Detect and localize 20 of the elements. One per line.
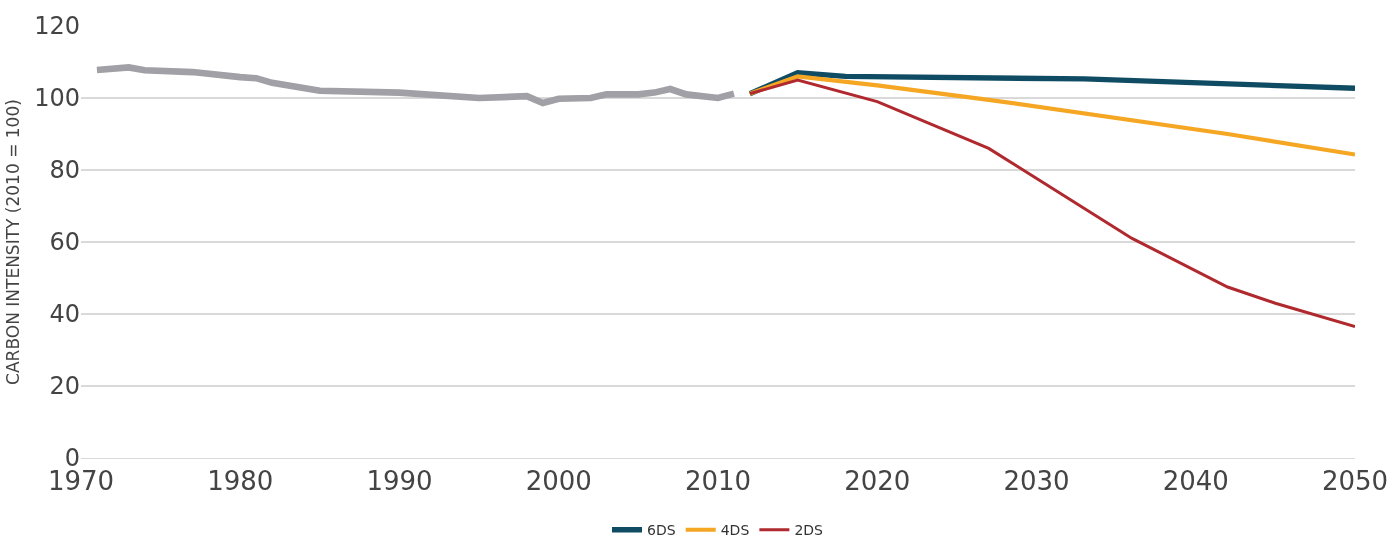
x-tick-label: 1980: [207, 466, 274, 497]
line-series: [748, 78, 1355, 329]
legend-label: 4DS: [720, 522, 750, 539]
y-tick-label: 120: [34, 12, 80, 41]
y-axis-title: CARBON INTENSITY (2010 = 100): [2, 99, 23, 385]
x-tick-label: 2050: [1321, 466, 1389, 497]
y-tick-label: 20: [49, 372, 80, 401]
x-tick-label: 2010: [684, 466, 752, 497]
x-tick-label: 2040: [1162, 466, 1229, 497]
x-tick-label: 2000: [525, 466, 592, 497]
legend-label: 6DS: [647, 522, 676, 539]
y-tick-label: 40: [49, 300, 80, 329]
x-tick-label: 2020: [844, 466, 911, 497]
y-tick-label: 80: [49, 156, 80, 185]
x-tick-label: 2030: [1003, 466, 1070, 497]
y-tick-label: 100: [34, 84, 80, 113]
y-tick-label: 60: [49, 228, 80, 257]
line-series: [747, 74, 1355, 157]
legend-label: 2DS: [794, 522, 824, 539]
x-tick-label: 1990: [366, 466, 433, 497]
